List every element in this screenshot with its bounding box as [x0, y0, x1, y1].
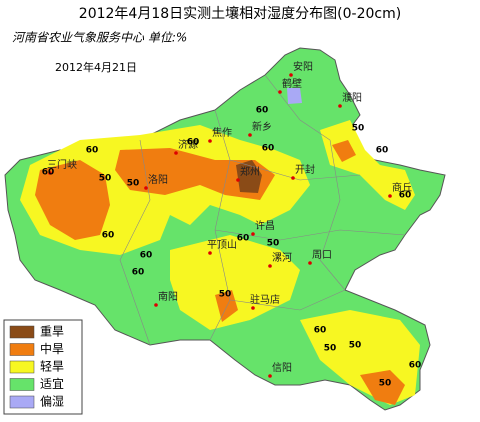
contour-label: 50	[127, 179, 140, 189]
city-dot	[154, 303, 158, 307]
legend-label: 适宜	[40, 376, 64, 391]
contour-label: 60	[86, 146, 99, 156]
contour-label: 50	[267, 239, 280, 249]
city-label: 濮阳	[342, 91, 362, 104]
city-dot	[144, 186, 148, 190]
city-dot	[388, 194, 392, 198]
city-dot	[308, 261, 312, 265]
city-label: 漯河	[272, 252, 292, 264]
city-dot	[208, 251, 212, 255]
city-label: 开封	[295, 163, 315, 176]
legend-label: 轻旱	[40, 360, 64, 374]
city-dot	[208, 139, 212, 143]
contour-label: 60	[314, 326, 327, 336]
city-label: 驻马店	[250, 293, 280, 306]
contour-label: 60	[132, 268, 145, 278]
city-dot	[174, 151, 178, 155]
city-label: 济源	[178, 138, 198, 151]
city-label: 三门峡	[47, 158, 77, 171]
district-borders	[119, 74, 406, 346]
legend-swatch	[9, 395, 35, 409]
legend-swatch	[9, 343, 35, 356]
legend-swatch	[9, 325, 35, 339]
wet-region	[287, 88, 302, 104]
city-dot	[251, 306, 255, 310]
city-dot	[48, 171, 52, 175]
contour-label: 50	[349, 341, 362, 351]
legend-swatch	[9, 360, 35, 374]
contour-label: 60	[262, 144, 275, 154]
city-dot	[278, 90, 282, 94]
contour-label: 50	[99, 174, 112, 184]
dry-severe-region	[236, 160, 262, 193]
contour-label: 60	[42, 168, 55, 178]
title: 2012年4月18日实测土壤相对湿度分布图(0-20cm)	[79, 5, 401, 22]
contour-label: 60	[256, 106, 269, 116]
legend-label: 重旱	[40, 325, 64, 339]
city-label: 郑州	[240, 165, 260, 178]
dry-medium-region	[35, 160, 110, 240]
city-dot	[289, 73, 293, 77]
city-label: 鹤壁	[282, 77, 302, 90]
dry-medium-region	[115, 148, 275, 200]
contour-label: 50	[379, 379, 392, 389]
city-label: 新乡	[252, 120, 272, 133]
city-label: 信阳	[272, 362, 292, 374]
city-label: 洛阳	[148, 173, 168, 186]
city-label: 焦作	[212, 126, 232, 139]
contour-label: 60	[140, 251, 153, 261]
city-label: 平顶山	[207, 239, 237, 251]
legend-label: 偏湿	[40, 394, 64, 409]
contour-label: 60	[237, 234, 250, 244]
contour-label: 50	[324, 344, 337, 354]
contour-label: 60	[187, 138, 200, 148]
subtitle: 河南省农业气象服务中心 单位:%	[12, 31, 187, 45]
contour-label: 50	[352, 124, 365, 134]
city-label: 许昌	[255, 220, 275, 232]
city-dot	[236, 178, 240, 182]
legend-swatch	[9, 378, 35, 391]
dry-medium-region	[215, 290, 238, 322]
city-label: 商丘	[392, 181, 412, 194]
contour-label: 60	[376, 146, 389, 156]
dry-light-region	[170, 235, 300, 330]
dry-medium-region	[360, 370, 405, 405]
city-label: 安阳	[293, 60, 313, 73]
dry-medium-region	[332, 140, 356, 162]
city-label: 周口	[312, 249, 332, 261]
contour-label: 60	[399, 191, 412, 201]
legend-label: 中旱	[40, 341, 64, 356]
city-dot	[338, 104, 342, 108]
city-dot	[268, 374, 272, 378]
contour-label: 60	[409, 361, 422, 371]
city-dot	[291, 176, 295, 180]
city-dot	[251, 232, 255, 236]
city-dot	[248, 133, 252, 137]
contour-label: 50	[219, 290, 232, 300]
date: 2012年4月21日	[55, 60, 137, 74]
contour-label: 60	[102, 231, 115, 241]
city-label: 南阳	[158, 290, 178, 303]
city-dot	[268, 264, 272, 268]
